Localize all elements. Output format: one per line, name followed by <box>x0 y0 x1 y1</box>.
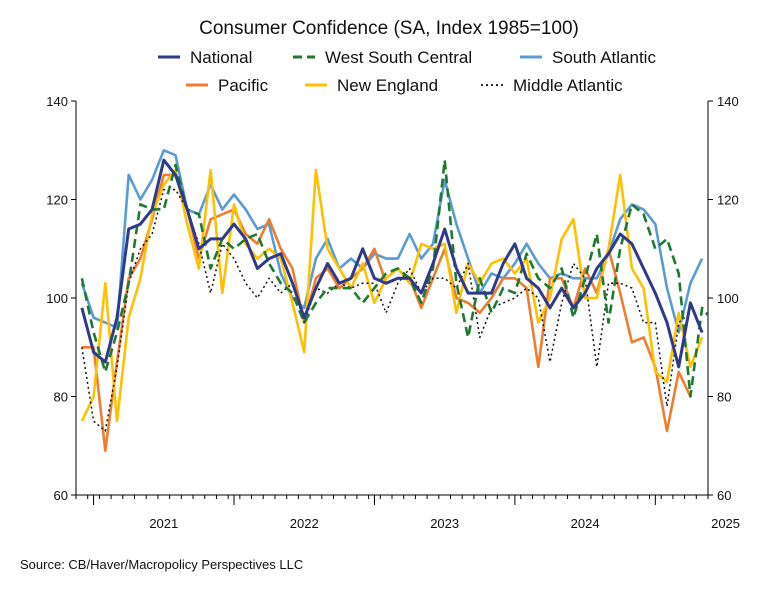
plot-area: 60 60 80 80 100 100 120 120 140 140 2021 2022 2023 20… <box>46 94 740 531</box>
series-line-new-england <box>80 168 704 423</box>
legend-label-middle-atlantic: Middle Atlantic <box>513 76 623 95</box>
series-line-middle-atlantic <box>81 188 691 432</box>
y-tick-label-right: 140 <box>717 94 739 109</box>
y-tick-label-left: 80 <box>54 390 68 405</box>
legend-label-south-atlantic: South Atlantic <box>552 48 656 67</box>
legend-label-national: National <box>190 48 252 67</box>
y-tick-label-right: 120 <box>717 193 739 208</box>
y-tick-label-left: 100 <box>46 291 68 306</box>
chart-title: Consumer Confidence (SA, Index 1985=100) <box>199 18 579 39</box>
y-tick-label-right: 80 <box>717 390 731 405</box>
series-line-pacific <box>81 173 692 453</box>
y-tick-label-left: 120 <box>46 193 68 208</box>
y-tick-label-left: 140 <box>46 94 68 109</box>
source-note: Source: CB/Haver/Macropolicy Perspective… <box>20 557 303 572</box>
x-tick-label-2023: 2023 <box>430 516 459 531</box>
x-tick-label-2024: 2024 <box>571 516 600 531</box>
y-tick-label-left: 60 <box>54 488 68 503</box>
legend-label-west-south-central: West South Central <box>325 48 472 67</box>
x-tick-label-2025: 2025 <box>711 516 740 531</box>
y-tick-label-right: 100 <box>717 291 739 306</box>
legend-label-new-england: New England <box>337 76 438 95</box>
y-tick-label-right: 60 <box>717 488 731 503</box>
x-tick-label-2021: 2021 <box>149 516 178 531</box>
series-line-national <box>80 158 704 369</box>
x-tick-label-2022: 2022 <box>290 516 319 531</box>
legend-label-pacific: Pacific <box>218 76 269 95</box>
chart-legend: National West South Central South Atlantic… <box>158 48 656 95</box>
